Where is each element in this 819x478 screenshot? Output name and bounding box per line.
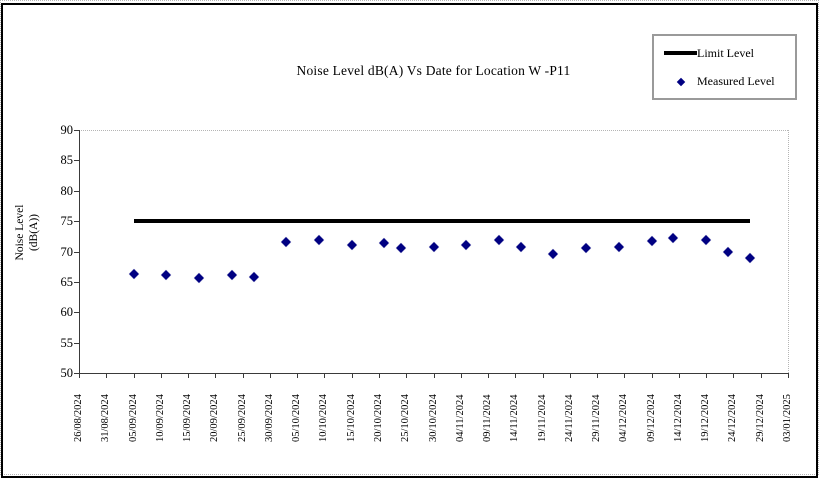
measured-marker-swatch [664, 73, 697, 89]
x-tick-label: 20/10/2024 [372, 394, 384, 442]
x-tick-label: 20/09/2024 [209, 394, 221, 442]
y-tick-label: 75 [60, 214, 74, 229]
limit-level-line [133, 219, 750, 224]
legend-measured-item: Measured Level [654, 73, 775, 89]
x-tick-label: 15/10/2024 [345, 394, 357, 442]
x-tick-label: 09/12/2024 [645, 394, 657, 442]
legend-limit-item: Limit Level [654, 45, 754, 61]
y-tick [74, 221, 79, 223]
y-tick-label: 80 [60, 183, 74, 198]
x-tick [542, 373, 544, 378]
legend: Limit Level Measured Level [652, 34, 797, 100]
y-tick-label: 70 [60, 244, 74, 259]
x-tick-label: 25/10/2024 [400, 394, 412, 442]
x-tick [269, 373, 271, 378]
y-tick [74, 190, 79, 192]
x-tick [624, 373, 626, 378]
x-tick [515, 373, 517, 378]
y-tick [74, 281, 79, 283]
x-tick-label: 14/11/2024 [509, 394, 521, 442]
x-tick [651, 373, 653, 378]
x-tick-label: 26/08/2024 [73, 394, 84, 442]
x-tick [733, 373, 735, 378]
x-tick-label: 24/12/2024 [727, 394, 739, 442]
y-tick [74, 160, 79, 162]
x-tick-label: 30/10/2024 [427, 394, 439, 442]
legend-measured-label: Measured Level [697, 74, 775, 88]
plot-top-border [79, 130, 788, 131]
plot-right-border [788, 130, 789, 373]
x-tick-label: 09/11/2024 [482, 394, 494, 442]
x-tick-label: 04/12/2024 [618, 394, 630, 442]
y-axis-title-line2: (dB(A)) [28, 213, 40, 252]
x-tick-label: 10/10/2024 [318, 394, 330, 442]
y-tick-label: 90 [60, 123, 74, 137]
x-tick [215, 373, 217, 378]
y-tick-label: 50 [60, 366, 74, 380]
x-tick-label: 05/10/2024 [291, 394, 303, 442]
legend-limit-label: Limit Level [697, 46, 754, 60]
limit-line-swatch [664, 51, 697, 55]
x-tick-label: 15/09/2024 [182, 394, 194, 442]
x-tick-label: 29/12/2024 [754, 394, 766, 442]
x-tick [79, 373, 80, 378]
x-tick [569, 373, 571, 378]
x-tick-label: 25/09/2024 [236, 394, 248, 442]
x-tick-label: 19/11/2024 [536, 394, 548, 442]
y-tick [74, 130, 79, 131]
x-tick-label: 03/01/2025 [782, 394, 793, 442]
y-tick [74, 373, 79, 374]
x-tick [324, 373, 326, 378]
x-tick-label: 30/09/2024 [263, 394, 275, 442]
y-tick-label: 65 [60, 274, 74, 289]
y-axis-line [79, 130, 80, 374]
y-axis-title: Noise Level (dB(A)) [13, 184, 43, 281]
x-tick [106, 373, 108, 378]
y-tick-label: 60 [60, 305, 74, 320]
y-tick [74, 251, 79, 253]
y-tick [74, 312, 79, 314]
x-tick [706, 373, 708, 378]
y-tick [74, 342, 79, 344]
x-tick [760, 373, 762, 378]
y-tick-label: 55 [60, 335, 74, 350]
x-tick-label: 04/11/2024 [454, 394, 466, 442]
x-tick [597, 373, 599, 378]
x-tick [678, 373, 680, 378]
x-tick [378, 373, 380, 378]
y-tick-label: 85 [60, 153, 74, 168]
chart-title: Noise Level dB(A) Vs Date for Location W… [296, 63, 571, 78]
x-tick [460, 373, 462, 378]
x-tick [433, 373, 435, 378]
x-tick-label: 31/08/2024 [100, 394, 112, 442]
x-tick [188, 373, 190, 378]
chart-frame-border [1, 3, 818, 478]
x-tick-label: 19/12/2024 [700, 394, 712, 442]
x-tick [242, 373, 244, 378]
x-tick [133, 373, 135, 378]
x-tick-label: 29/11/2024 [591, 394, 603, 442]
x-tick [406, 373, 408, 378]
x-tick-label: 10/09/2024 [154, 394, 166, 442]
x-tick-label: 05/09/2024 [127, 394, 139, 442]
diamond-icon [676, 77, 685, 87]
x-tick-label: 24/11/2024 [563, 394, 575, 442]
y-axis-title-line1: Noise Level [14, 204, 26, 261]
x-tick [297, 373, 299, 378]
x-tick [488, 373, 490, 378]
x-tick [788, 373, 789, 378]
x-tick [160, 373, 162, 378]
x-tick-label: 14/12/2024 [672, 394, 684, 442]
x-tick [351, 373, 353, 378]
